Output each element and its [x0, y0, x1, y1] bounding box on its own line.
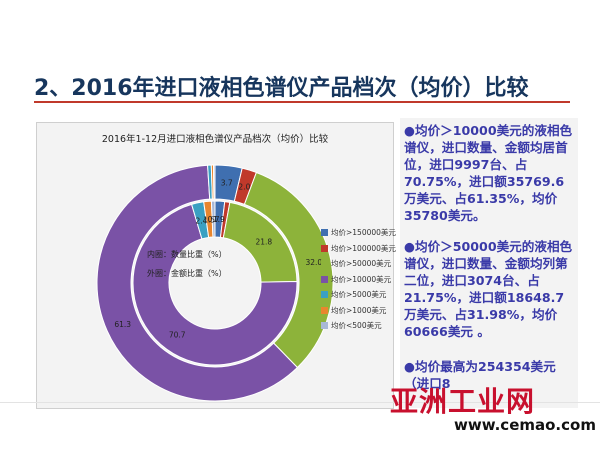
legend-swatch: [321, 260, 328, 268]
slide-title: 2、2016年进口液相色谱仪产品档次（均价）比较: [34, 76, 529, 101]
inner-ring-note: 内圈：数量比重（%）: [147, 250, 227, 259]
legend-label: 均价>100000美元: [331, 243, 396, 253]
data-label-3: 2.4: [195, 216, 207, 225]
legend-label: 均价>150000美元: [331, 228, 396, 238]
legend-item-4: 均价>5000美元: [321, 287, 393, 303]
outer-ring-note: 外圈：金额比重（%）: [147, 269, 227, 278]
chart-legend: 均价>150000美元 均价>100000美元 均价>50000美元 均价>10000…: [321, 225, 396, 334]
bullet-2: ●均价＞50000美元的液相色谱仪，进口数量、金额均列第二位，进口3074台、占…: [404, 239, 573, 339]
legend-label: 均价<500美元: [331, 321, 382, 331]
legend-swatch: [321, 322, 328, 330]
data-label-7: 2.0: [238, 182, 250, 191]
legend-label: 均价>5000美元: [331, 290, 387, 300]
chart-title: 2016年1-12月进口液相色谱仪产品档次（均价）比较: [101, 134, 329, 145]
legend-item-3: 均价>10000美元: [321, 272, 393, 288]
legend-item-5: 均价>1000美元: [321, 303, 393, 319]
data-label-9: 61.3: [114, 320, 131, 329]
data-label-2: 70.7: [169, 331, 186, 340]
inner-ring-slice-6: [210, 200, 216, 238]
watermark-brand: 亚洲工业网: [390, 385, 536, 418]
bullet-1: ●均价＞10000美元的液相色谱仪，进口数量、金额均居首位，进口9997台、占7…: [404, 123, 573, 223]
outer-ring-slice-6: [213, 164, 216, 200]
data-label-6: 3.7: [221, 179, 233, 188]
legend-item-2: 均价>50000美元: [321, 256, 393, 272]
legend-item-6: 均价<500美元: [321, 318, 393, 334]
legend-swatch: [321, 291, 328, 299]
legend-label: 均价>10000美元: [331, 274, 392, 284]
legend-label: 均价>50000美元: [331, 259, 392, 269]
data-label-1: 21.8: [255, 238, 272, 247]
data-label-8: 32.0: [305, 258, 322, 267]
footer-divider: [0, 402, 600, 403]
site-watermark: 亚洲工业网 www.cemao.com: [384, 380, 596, 440]
legend-item-0: 均价>150000美元: [321, 225, 396, 241]
outer-ring-slice-3: [96, 164, 299, 402]
legend-label: 均价>1000美元: [331, 305, 387, 315]
legend-swatch: [321, 229, 328, 237]
data-label-0: 1.9: [213, 215, 225, 224]
inner-ring-slice-3: [132, 203, 298, 366]
watermark-url: www.cemao.com: [454, 416, 596, 434]
chart-panel: 2016年1-12月进口液相色谱仪产品档次（均价）比较 1.9 21.8 70.7 2…: [36, 122, 396, 409]
title-underline: [34, 101, 570, 103]
bullet-panel: ●均价＞10000美元的液相色谱仪，进口数量、金额均居首位，进口9997台、占7…: [400, 118, 578, 408]
legend-swatch: [321, 244, 328, 252]
legend-swatch: [321, 306, 328, 314]
legend-swatch: [321, 275, 328, 283]
donut-chart: 1.9 21.8 70.7 2.41.50.7 3.7 2.0 32.0 61.3: [96, 164, 334, 402]
data-label-4: 1.5: [203, 215, 215, 224]
bullet-3: ●均价最高为254354美元（进口8: [404, 359, 556, 391]
data-label-5: 0.7: [208, 215, 220, 224]
legend-item-1: 均价>100000美元: [321, 241, 396, 257]
